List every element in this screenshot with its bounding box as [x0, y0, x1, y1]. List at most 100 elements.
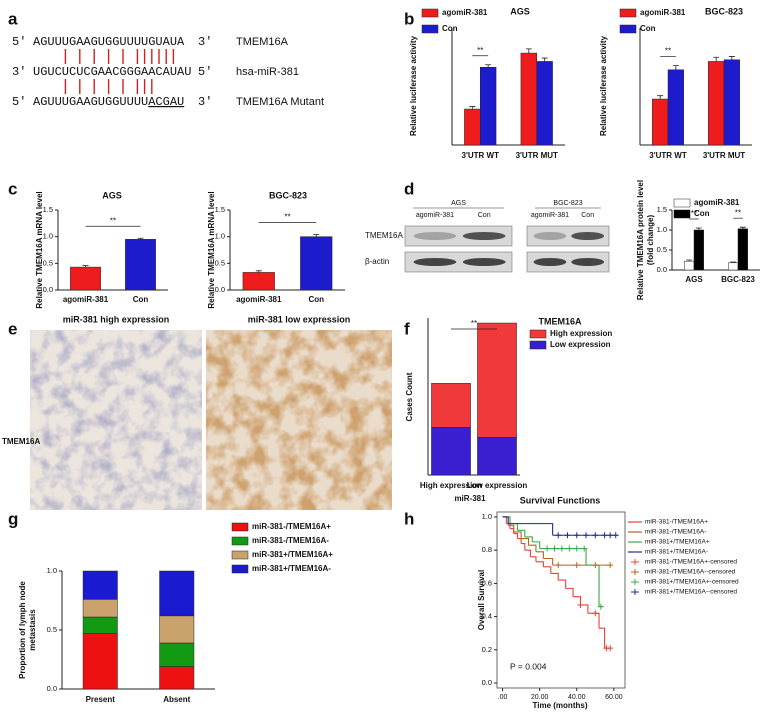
- survival-step: [508, 523, 554, 536]
- survival-step: [528, 544, 537, 552]
- survival-step: [509, 528, 515, 534]
- survival-step: [558, 579, 567, 589]
- legend-label: Con: [694, 209, 710, 218]
- sequence-name: TMEM16A: [236, 36, 289, 48]
- legend-swatch: [421, 8, 439, 18]
- survival-step: [535, 561, 544, 567]
- censor-marker: [597, 603, 604, 610]
- survival-step: [508, 524, 515, 532]
- significance-label: **: [110, 216, 116, 225]
- mutated-part: ACGAU: [148, 95, 184, 109]
- blot-band: [462, 258, 506, 266]
- y-tick-label: 0.5: [657, 245, 667, 254]
- legend-label: Con: [442, 24, 458, 33]
- censor-marker: [592, 562, 599, 569]
- y-axis-label: Proportion of lymph node: [18, 581, 27, 679]
- censor-marker: [612, 532, 619, 539]
- bar: [82, 570, 118, 600]
- censor-marker: [573, 562, 580, 569]
- y-tick-label: 0.0: [47, 684, 57, 693]
- error-bar: [739, 226, 746, 229]
- y-tick-label: 1.5: [215, 205, 225, 214]
- censor-marker: [577, 601, 584, 608]
- censor-marker: [581, 545, 588, 552]
- x-tick-label: 3'UTR WT: [649, 151, 687, 160]
- y-tick-label: 0.5: [47, 625, 57, 634]
- panel-label: b: [404, 9, 414, 28]
- x-tick-label: 3'UTR WT: [462, 151, 500, 160]
- legend-marker: [631, 589, 639, 595]
- legend-label: miR-381+/TMEM16A-: [252, 564, 331, 573]
- chart-title: BGC-823: [269, 190, 307, 200]
- panel-label: a: [8, 9, 18, 28]
- y-tick-label: 0.0: [215, 285, 225, 294]
- y-tick-label: 1.0: [482, 512, 492, 521]
- bar: [737, 228, 748, 271]
- blot-box: [526, 225, 610, 247]
- survival-step: [517, 538, 522, 544]
- panel-label: e: [8, 319, 17, 338]
- error-bar: [541, 57, 548, 62]
- chart-title: AGS: [102, 190, 122, 200]
- blot-band: [533, 258, 567, 266]
- significance-label: **: [665, 47, 671, 56]
- y-tick-label: 0.4: [482, 612, 492, 621]
- seq-end-label: 5': [198, 65, 212, 79]
- bar: [159, 642, 195, 667]
- censor-marker: [573, 532, 580, 539]
- sequence: AGUUUGAAGUGGUUUUGUAUA: [33, 35, 185, 49]
- survival-step: [530, 556, 537, 562]
- censor-marker: [592, 610, 599, 617]
- bar: [300, 236, 333, 291]
- seq-end-label: 3': [198, 35, 212, 49]
- legend-marker: [631, 579, 639, 585]
- bar: [159, 666, 195, 690]
- legend-swatch: [231, 550, 249, 560]
- x-axis-label: Time (months): [533, 701, 588, 710]
- legend-label: miR-381-/TMEM16A--censored: [645, 569, 736, 576]
- legend-label: agomiR-381: [442, 8, 488, 17]
- y-axis-label: Relative TMEM16A mRNA level: [207, 191, 216, 308]
- error-bar: [657, 95, 664, 100]
- y-tick-label: 0.8: [482, 545, 492, 554]
- bar: [684, 260, 695, 271]
- x-tick-label: Absent: [163, 695, 190, 704]
- ihc-title: miR-381 low expression: [248, 314, 351, 324]
- survival-step: [543, 566, 552, 574]
- sequence-part: AGUUUGAAGUGGUUUUGUAUA: [33, 35, 185, 49]
- censor-marker: [583, 532, 590, 539]
- y-tick-label: 1.0: [47, 566, 57, 575]
- bar: [242, 272, 275, 291]
- bar: [536, 61, 553, 146]
- legend-label: miR-381+/TMEM16A+: [645, 539, 710, 546]
- survival-step: [517, 529, 526, 537]
- y-axis-label: Overall Survival: [477, 570, 486, 630]
- sequence: AGUUUGAAGUGGUUUUACGAU: [33, 95, 184, 109]
- legend-label: Low expression: [550, 340, 611, 349]
- bar: [520, 52, 537, 146]
- bar: [723, 59, 740, 146]
- survival-step: [595, 612, 600, 629]
- censor-marker: [607, 532, 614, 539]
- panel-label: c: [8, 179, 17, 198]
- legend-label: miR-381-/TMEM16A+: [645, 519, 708, 526]
- legend-swatch: [529, 329, 547, 339]
- y-tick-label: 1.0: [657, 225, 667, 234]
- survival-step: [565, 587, 574, 597]
- chart-title: Survival Functions: [520, 495, 601, 505]
- legend-label: miR-381-/TMEM16A-: [252, 536, 329, 545]
- panel-label: d: [404, 179, 414, 198]
- error-bar: [686, 259, 693, 262]
- survival-step: [524, 536, 533, 542]
- x-tick-label: agomiR-381: [63, 295, 109, 304]
- plot-frame: [496, 511, 626, 689]
- x-tick-label: agomiR-381: [236, 295, 282, 304]
- significance-label: **: [477, 46, 483, 55]
- legend-swatch: [231, 522, 249, 532]
- blot-band: [413, 232, 457, 240]
- legend-swatch: [529, 340, 547, 350]
- error-bar: [728, 56, 735, 60]
- blot-lane-label: agomiR-381: [416, 212, 454, 219]
- x-tick-label: BGC-823: [721, 275, 755, 284]
